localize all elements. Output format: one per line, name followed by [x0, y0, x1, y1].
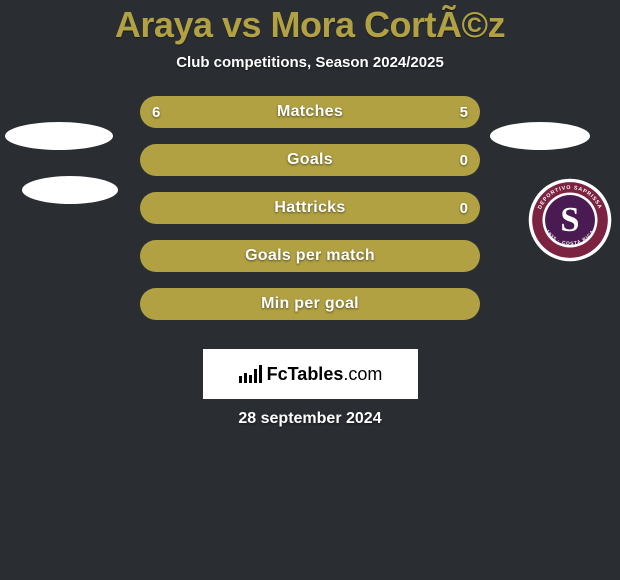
stat-value-right: 0 [460, 152, 468, 169]
stat-value-right: 5 [460, 104, 468, 121]
comparison-infographic: Araya vs Mora CortÃ©z Club competitions,… [0, 0, 620, 580]
stat-bar: Matches [140, 96, 480, 128]
logo-text: FcTables.com [267, 364, 383, 385]
fctables-logo: FcTables.com [203, 349, 418, 399]
stat-row: Min per goal [0, 287, 620, 321]
stat-bar: Goals per match [140, 240, 480, 272]
stat-label: Goals per match [245, 247, 375, 265]
stat-value-right: 0 [460, 200, 468, 217]
stat-label: Hattricks [274, 199, 345, 217]
date-label: 28 september 2024 [0, 410, 620, 428]
stat-label: Min per goal [261, 295, 359, 313]
stat-label: Goals [287, 151, 333, 169]
stat-rows: Matches 6 5 Goals 0 Hattricks 0 Goals per match… [0, 95, 620, 321]
stat-bar: Hattricks [140, 192, 480, 224]
stat-bar: Min per goal [140, 288, 480, 320]
stat-row: Goals 0 [0, 143, 620, 177]
stat-row: Matches 6 5 [0, 95, 620, 129]
stat-value-left: 6 [152, 104, 160, 121]
stat-row: Hattricks 0 [0, 191, 620, 225]
bar-chart-icon [239, 365, 261, 383]
stat-label: Matches [277, 103, 343, 121]
subtitle: Club competitions, Season 2024/2025 [0, 54, 620, 71]
stat-bar: Goals [140, 144, 480, 176]
stat-row: Goals per match [0, 239, 620, 273]
page-title: Araya vs Mora CortÃ©z [0, 4, 620, 46]
